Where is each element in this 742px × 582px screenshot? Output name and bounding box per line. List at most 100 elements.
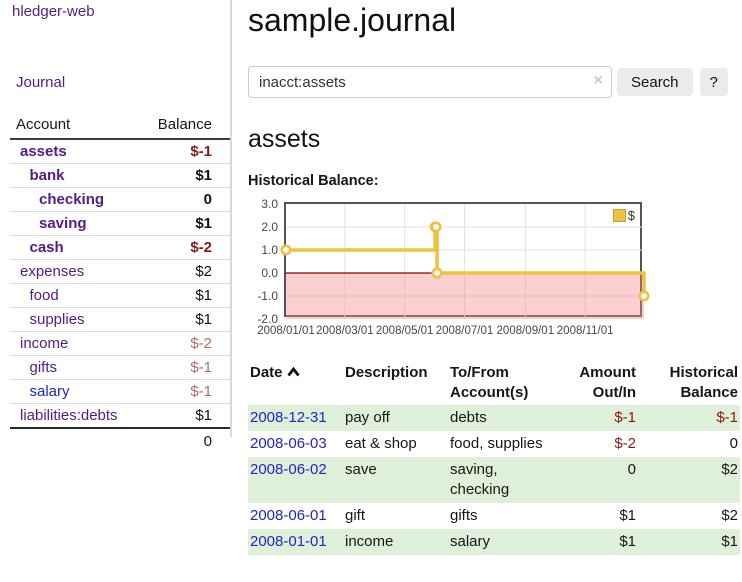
register-header-row: Date Description To/From Account(s) Amount Ou…: [248, 361, 740, 405]
account-balance: $1: [138, 211, 230, 236]
transaction-balance: $2: [721, 461, 738, 478]
column-header-label: Amount: [579, 364, 636, 381]
account-column-header: Account: [10, 112, 139, 140]
account-link-checking[interactable]: checking: [39, 191, 105, 208]
accounts-total-value: 0: [138, 427, 230, 453]
account-balance: 0: [138, 187, 230, 212]
search-input[interactable]: [248, 66, 612, 98]
app-title: hledger-web: [12, 3, 95, 20]
chart-legend: $: [610, 207, 637, 224]
transaction-balance: $1: [721, 533, 738, 550]
transaction-amount: $-1: [614, 409, 636, 426]
account-link-liabilities:debts[interactable]: liabilities:debts: [20, 407, 118, 424]
column-header-label: Out/In: [592, 384, 636, 401]
register-column-header: To/From Account(s): [448, 361, 560, 405]
column-header-label: To/From: [450, 364, 509, 381]
transaction-date-link[interactable]: 2008-12-31: [250, 409, 327, 426]
help-button[interactable]: ?: [699, 68, 728, 96]
transaction-amount: $-2: [614, 435, 636, 452]
account-row: cash $-2: [10, 235, 230, 260]
transaction-description: save: [345, 461, 377, 478]
transaction-accounts: salary: [450, 533, 491, 550]
account-row: supplies $1: [10, 307, 230, 332]
transaction-accounts: food, supplies: [450, 435, 543, 452]
chart-title: Historical Balance:: [248, 173, 379, 189]
account-row: saving $1: [10, 211, 230, 236]
register-table: Date Description To/From Account(s) Amount Ou…: [248, 361, 740, 555]
x-axis-tick-label: 2008/05/01: [375, 325, 434, 337]
account-link-food[interactable]: food: [29, 287, 59, 304]
account-link-assets[interactable]: assets: [20, 143, 67, 160]
register-column-header[interactable]: Date: [248, 361, 343, 405]
account-link-supplies[interactable]: supplies: [29, 311, 85, 328]
account-row: checking 0: [10, 187, 230, 212]
search-input-wrap: ×: [248, 66, 612, 98]
transaction-row: 2008-01-01 income salary $1 $1: [248, 529, 740, 555]
transaction-row: 2008-06-03 eat & shop food, supplies $-2 0: [248, 431, 740, 457]
y-axis-tick-label: 3.0: [261, 197, 278, 211]
transaction-balance: $2: [721, 507, 738, 524]
balance-column-header: Balance: [138, 112, 230, 140]
account-link-saving[interactable]: saving: [39, 215, 87, 232]
register-column-header: Amount Out/In: [560, 361, 638, 405]
account-balance: $1: [138, 307, 230, 332]
transaction-row: 2008-12-31 pay off debts $-1 $-1: [248, 405, 740, 431]
register-column-header: Historical Balance: [638, 361, 740, 405]
transaction-amount: $1: [619, 533, 636, 550]
clear-search-icon[interactable]: ×: [593, 72, 603, 89]
sidebar-item-journal[interactable]: Journal: [16, 74, 66, 91]
transaction-date-link[interactable]: 2008-06-02: [250, 461, 327, 478]
transaction-amount: $1: [619, 507, 636, 524]
account-link-expenses[interactable]: expenses: [20, 263, 85, 280]
account-link-income[interactable]: income: [20, 335, 69, 352]
account-balance: $1: [138, 163, 230, 188]
sidebar: hledger-web Journal Account Balance asse…: [0, 0, 232, 453]
account-link-bank[interactable]: bank: [29, 167, 65, 184]
account-row: bank $1: [10, 163, 230, 188]
account-row: assets $-1: [10, 139, 230, 164]
transaction-accounts: debts: [450, 409, 487, 426]
account-link-cash[interactable]: cash: [29, 239, 64, 256]
x-axis-tick-label: 2008/09/01: [496, 325, 555, 337]
account-link-gifts[interactable]: gifts: [29, 359, 58, 376]
account-row: salary $-1: [10, 379, 230, 404]
transaction-description: income: [345, 533, 394, 550]
account-link-salary[interactable]: salary: [29, 383, 70, 400]
accounts-table: Account Balance assets $-1 bank $1 checking 0…: [10, 112, 230, 453]
account-balance: $1: [138, 403, 230, 428]
page-title: sample.journal: [248, 2, 457, 38]
y-axis-tick-label: 0.0: [261, 266, 278, 280]
transaction-amount: 0: [627, 461, 636, 478]
transaction-date-link[interactable]: 2008-01-01: [250, 533, 327, 550]
x-axis-tick-label: 2008/01/01: [257, 325, 315, 337]
column-header-label: Date: [250, 363, 341, 383]
account-balance: $-1: [190, 143, 212, 160]
register-column-header: Description: [343, 361, 448, 405]
chart-plot: $: [280, 202, 650, 319]
y-axis-tick-label: -1.0: [257, 289, 278, 303]
legend-label: $: [627, 208, 635, 223]
y-axis-tick-label: 1.0: [261, 243, 278, 257]
legend-swatch-icon: [612, 209, 626, 222]
column-header-label: Description: [345, 364, 428, 381]
account-balance: $-1: [138, 379, 230, 404]
sort-ascending-icon: [286, 366, 300, 377]
account-balance: $-1: [138, 355, 230, 380]
column-header-label: Balance: [680, 384, 738, 401]
account-row: liabilities:debts $1: [10, 403, 230, 428]
transaction-description: eat & shop: [345, 435, 417, 452]
y-axis-tick-label: -2.0: [257, 312, 278, 326]
account-row: gifts $-1: [10, 355, 230, 380]
account-heading: assets: [248, 125, 321, 153]
account-balance: $1: [138, 283, 230, 308]
y-axis-tick-label: 2.0: [261, 220, 278, 234]
transaction-row: 2008-06-01 gift gifts $1 $2: [248, 503, 740, 529]
search-button[interactable]: Search: [617, 68, 693, 96]
accounts-total-row: 0: [10, 427, 230, 453]
column-header-label: Account(s): [450, 384, 529, 401]
transaction-date-link[interactable]: 2008-06-01: [250, 507, 327, 524]
search-bar: × Search ?: [248, 66, 742, 98]
accounts-table-body: assets $-1 bank $1 checking 0 saving $1 cash $-2 e…: [10, 139, 230, 428]
transaction-date-link[interactable]: 2008-06-03: [250, 435, 327, 452]
historical-balance-chart: 3.0 2.0 1.0 0.0 -1.0 -2.0 $ 2008/01/01 2008/03…: [248, 197, 728, 339]
